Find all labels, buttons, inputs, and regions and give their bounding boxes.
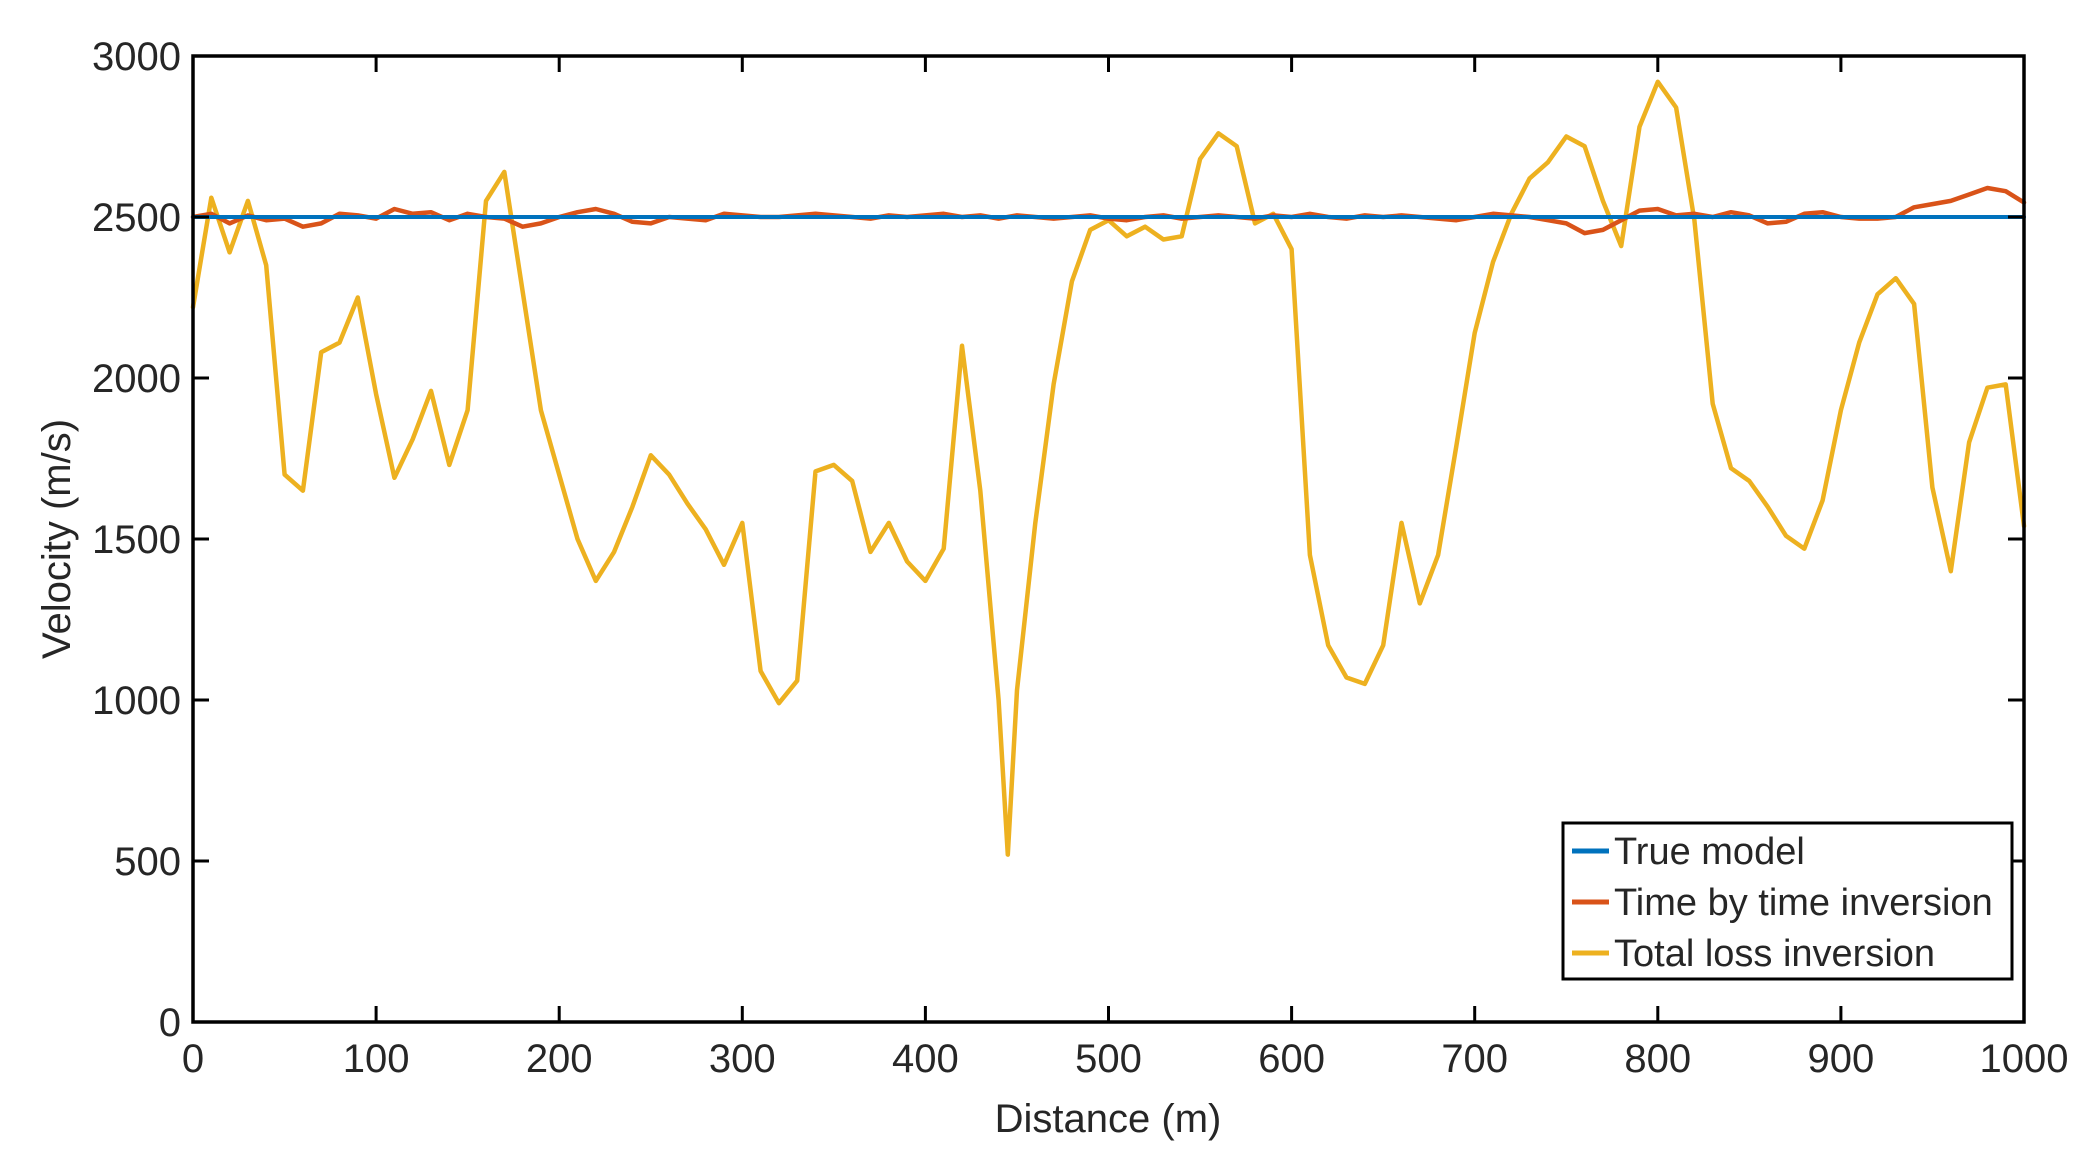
x-tick-label: 900 <box>1808 1037 1875 1081</box>
x-axis-ticks: 0 100 200 300 400 500 600 700 800 900 1000 <box>182 56 2069 1081</box>
y-tick-label: 2000 <box>92 357 181 401</box>
legend-label: Time by time inversion <box>1614 882 1993 924</box>
y-tick-label: 1500 <box>92 518 181 562</box>
legend-label: True model <box>1614 831 1805 873</box>
y-tick-label: 2500 <box>92 196 181 240</box>
plot-frame <box>191 54 2026 1024</box>
legend: True model Time by time inversion Total lo… <box>1561 821 2014 981</box>
x-tick-label: 400 <box>892 1037 959 1081</box>
legend-items: True model Time by time inversion Total lo… <box>1572 831 1993 975</box>
series-line-total-loss-inversion <box>190 79 2027 857</box>
x-axis-title: Distance (m) <box>995 1097 1222 1141</box>
x-tick-label: 700 <box>1441 1037 1508 1081</box>
legend-box <box>1561 821 2014 981</box>
x-tick-label: 200 <box>526 1037 593 1081</box>
y-tick-label: 0 <box>159 1001 181 1045</box>
y-axis-title: Velocity (m/s) <box>35 419 79 659</box>
x-tick-label: 500 <box>1075 1037 1142 1081</box>
series-layer <box>190 79 2027 857</box>
y-axis-ticks: 0 500 1000 1500 2000 2500 3000 <box>92 35 2024 1045</box>
x-tick-label: 600 <box>1258 1037 1325 1081</box>
x-tick-label: 800 <box>1624 1037 1691 1081</box>
y-tick-label: 1000 <box>92 679 181 723</box>
x-tick-label: 100 <box>343 1037 410 1081</box>
x-tick-label: 300 <box>709 1037 776 1081</box>
legend-label: Total loss inversion <box>1614 933 1935 975</box>
x-tick-label: 0 <box>182 1037 204 1081</box>
x-tick-label: 1000 <box>1980 1037 2069 1081</box>
y-tick-label: 3000 <box>92 35 181 79</box>
y-tick-label: 500 <box>114 840 181 884</box>
